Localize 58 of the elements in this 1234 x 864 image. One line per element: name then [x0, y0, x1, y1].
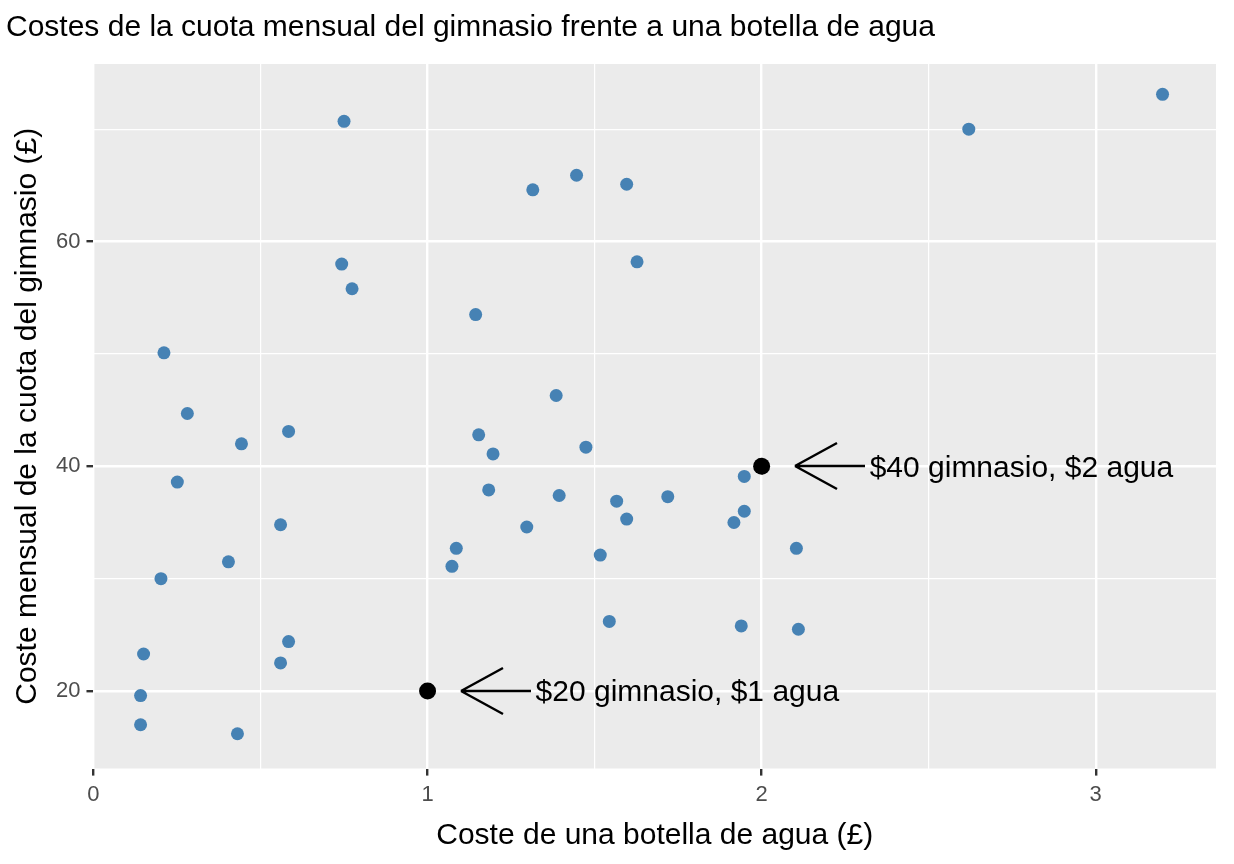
point	[791, 622, 805, 636]
point	[1156, 87, 1170, 101]
point	[472, 428, 486, 442]
point	[337, 114, 351, 128]
point	[579, 440, 593, 454]
point	[282, 635, 296, 649]
point	[274, 518, 288, 532]
point	[234, 437, 248, 451]
point	[552, 489, 566, 503]
point	[602, 614, 616, 628]
x-tick-label: 2	[755, 780, 768, 806]
point	[727, 516, 741, 529]
point	[753, 457, 771, 475]
point	[230, 727, 244, 741]
point	[482, 483, 496, 497]
point	[610, 494, 624, 508]
y-tick-label: 20	[55, 677, 81, 703]
point	[449, 541, 463, 555]
point	[570, 168, 584, 182]
point	[737, 469, 751, 483]
chart-title: Costes de la cuota mensual del gimnasio frente a una botella de agua	[6, 9, 936, 43]
point	[526, 183, 540, 197]
point	[520, 520, 534, 534]
point	[419, 682, 437, 700]
point	[157, 346, 171, 360]
point	[789, 541, 803, 555]
point	[593, 548, 607, 562]
point	[661, 490, 675, 504]
point	[170, 475, 184, 489]
point	[134, 718, 148, 732]
point	[734, 619, 748, 633]
x-axis-title: Coste de una botella de agua (£)	[436, 817, 874, 851]
point	[134, 689, 148, 703]
point	[154, 572, 168, 586]
annotation: $40 gimnasio, $2 agua	[869, 449, 1174, 483]
point	[549, 389, 563, 403]
point	[620, 177, 634, 191]
point	[274, 656, 288, 670]
point	[962, 122, 976, 136]
point	[221, 555, 235, 569]
point	[335, 257, 349, 271]
point	[737, 504, 751, 518]
point	[630, 255, 644, 269]
point	[469, 308, 483, 322]
point	[445, 559, 459, 573]
annotation: $20 gimnasio, $1 agua	[535, 674, 840, 708]
point	[282, 424, 296, 438]
point	[180, 406, 194, 420]
y-tick-label: 40	[55, 452, 81, 478]
x-tick-label: 1	[421, 780, 434, 806]
point	[620, 512, 634, 526]
point	[486, 447, 500, 461]
y-axis-title: Coste mensual de la cuota del gimnasio (£)	[9, 127, 43, 705]
point	[137, 647, 151, 661]
x-tick-label: 0	[87, 780, 100, 806]
point	[345, 282, 359, 296]
y-tick-label: 60	[55, 227, 81, 253]
x-tick-label: 3	[1089, 780, 1102, 806]
